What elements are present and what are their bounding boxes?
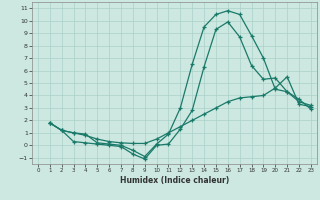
X-axis label: Humidex (Indice chaleur): Humidex (Indice chaleur)	[120, 176, 229, 185]
